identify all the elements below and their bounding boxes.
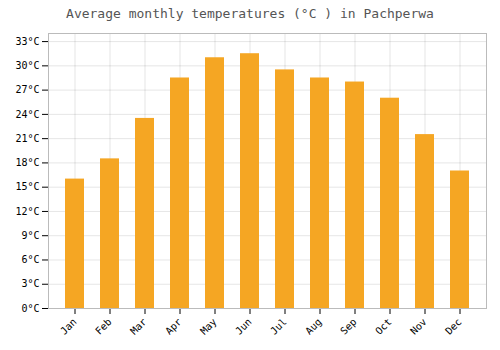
svg-text:0°C: 0°C — [21, 303, 39, 314]
html-text:Average monthly temperatures (: Average monthly temperatures (°C ) in Pa… — [66, 6, 434, 21]
svg-text:Feb: Feb — [93, 316, 114, 337]
svg-text:18°C: 18°C — [15, 157, 39, 168]
svg-text:Jul: Jul — [268, 316, 289, 337]
svg-text:Oct: Oct — [373, 316, 394, 337]
svg-text:Nov: Nov — [408, 316, 429, 337]
svg-text:3°C: 3°C — [21, 278, 39, 289]
svg-text:27°C: 27°C — [15, 84, 39, 95]
svg-text:21°C: 21°C — [15, 133, 39, 144]
svg-text:May: May — [198, 316, 219, 337]
svg-text:Apr: Apr — [163, 316, 184, 337]
svg-text:30°C: 30°C — [15, 60, 39, 71]
svg-text:Mar: Mar — [128, 316, 149, 337]
svg-text:33°C: 33°C — [15, 36, 39, 47]
svg-text:12°C: 12°C — [15, 206, 39, 217]
svg-text:Aug: Aug — [303, 316, 324, 337]
svg-text:Dec: Dec — [443, 316, 464, 337]
svg-text:6°C: 6°C — [21, 254, 39, 265]
svg-text:Jan: Jan — [58, 316, 79, 337]
svg-text:15°C: 15°C — [15, 181, 39, 192]
svg-text:Jun: Jun — [233, 316, 254, 337]
svg-text:Sep: Sep — [338, 316, 359, 337]
svg-text:9°C: 9°C — [21, 230, 39, 241]
svg-text:24°C: 24°C — [15, 109, 39, 120]
